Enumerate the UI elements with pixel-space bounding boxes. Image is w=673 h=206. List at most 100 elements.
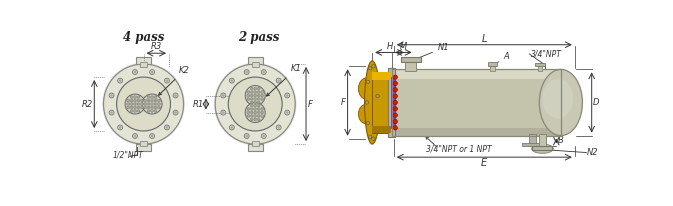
Bar [372,126,391,132]
Circle shape [142,94,162,114]
Circle shape [254,115,256,117]
Text: K2: K2 [159,66,190,95]
Circle shape [254,87,256,90]
Circle shape [147,103,150,105]
Circle shape [173,110,178,115]
Circle shape [250,101,253,104]
Circle shape [157,103,160,105]
Circle shape [144,103,147,105]
Circle shape [257,91,260,94]
Text: R2: R2 [81,99,93,109]
Circle shape [166,126,168,129]
Circle shape [250,91,253,94]
Circle shape [254,104,256,107]
Circle shape [262,71,265,73]
Circle shape [254,111,256,114]
Circle shape [366,80,369,83]
Bar [248,144,263,151]
Ellipse shape [539,69,582,136]
Bar [400,57,421,62]
Circle shape [134,106,137,109]
Circle shape [157,99,160,102]
Text: K1: K1 [267,64,302,96]
Circle shape [137,106,140,109]
Circle shape [374,75,378,78]
Circle shape [133,70,137,75]
Circle shape [164,125,170,130]
Text: F: F [341,98,346,107]
Circle shape [366,122,369,125]
Circle shape [247,111,250,114]
Ellipse shape [532,144,553,153]
Bar [392,69,561,136]
Bar [140,141,147,146]
Circle shape [286,94,289,97]
Bar [252,62,258,67]
Circle shape [222,94,225,97]
Circle shape [102,62,185,146]
Circle shape [118,79,122,82]
Circle shape [393,113,398,117]
Circle shape [154,99,157,102]
Circle shape [131,99,133,102]
Circle shape [131,96,133,98]
Circle shape [245,71,248,73]
Circle shape [247,91,250,94]
Circle shape [393,94,398,98]
Circle shape [260,108,264,110]
Circle shape [250,118,253,121]
Circle shape [116,77,170,131]
Circle shape [230,79,233,82]
Circle shape [229,125,234,130]
Circle shape [369,67,372,70]
Circle shape [131,103,133,105]
Circle shape [151,103,153,105]
Circle shape [257,101,260,104]
Circle shape [151,110,153,112]
Circle shape [250,104,253,107]
Circle shape [151,96,153,98]
Circle shape [247,108,250,110]
Circle shape [134,135,137,137]
Text: R3: R3 [151,42,162,51]
Circle shape [141,103,143,105]
Circle shape [393,126,398,130]
Circle shape [393,81,398,85]
Circle shape [228,77,282,131]
Circle shape [137,103,140,105]
Circle shape [257,98,260,100]
Text: 3/4"NPT or 1 NPT: 3/4"NPT or 1 NPT [426,145,491,154]
Bar [392,128,561,136]
Text: N2: N2 [587,148,599,157]
Circle shape [222,111,225,114]
Circle shape [250,94,253,97]
Circle shape [277,79,280,82]
Circle shape [277,126,280,129]
Circle shape [104,64,184,144]
Bar [528,134,536,145]
Circle shape [157,106,160,109]
Circle shape [254,94,256,97]
Circle shape [141,99,143,102]
Circle shape [147,99,150,102]
Circle shape [134,110,137,112]
Bar [538,134,546,148]
Circle shape [147,110,150,112]
Circle shape [149,133,155,138]
Text: 3/4"NPT: 3/4"NPT [531,49,562,59]
Circle shape [257,108,260,110]
Circle shape [369,135,372,138]
Circle shape [151,106,153,109]
Circle shape [250,108,253,110]
Bar [136,57,151,64]
Circle shape [245,103,265,123]
Circle shape [376,94,380,98]
Text: B: B [558,137,563,145]
Text: F: F [308,99,312,109]
Circle shape [221,93,225,98]
Circle shape [254,98,256,100]
Text: 4 pass: 4 pass [123,31,164,44]
Circle shape [371,65,375,68]
Circle shape [221,110,225,115]
Text: 2 pass: 2 pass [238,31,280,44]
